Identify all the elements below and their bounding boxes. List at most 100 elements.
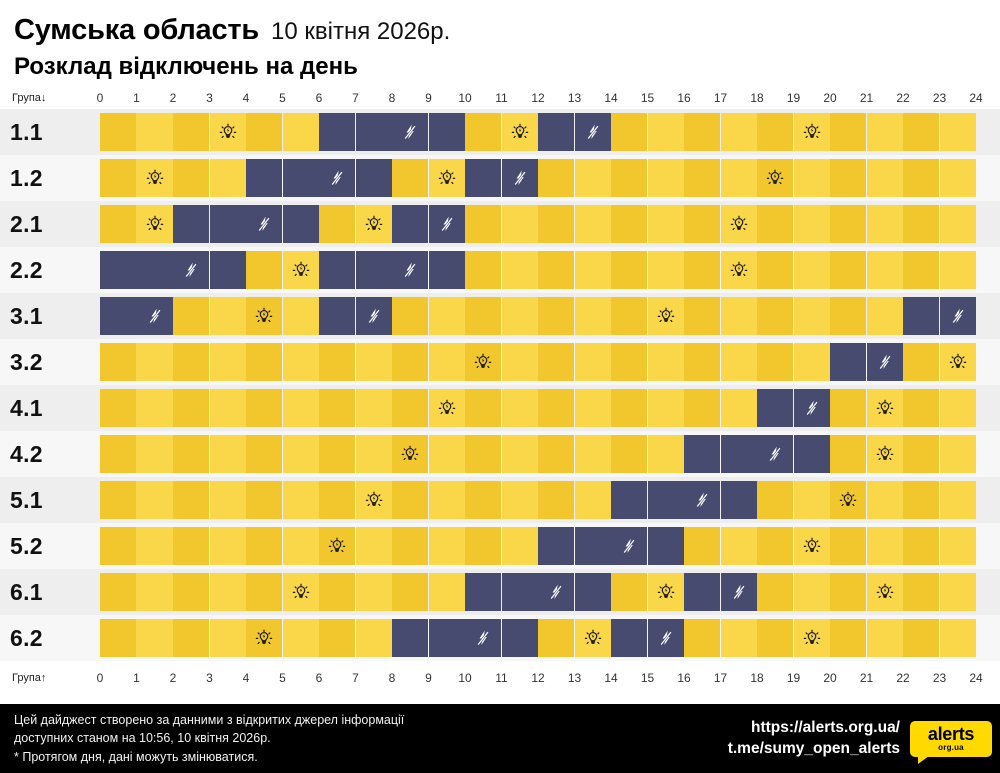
axis-bottom: Група↑ 0 1 2 3 4 5 6 7 8 9 10 11 12 13 14 15 16 17 18 19 20 2… bbox=[0, 669, 1000, 689]
hour-cell-on bbox=[720, 251, 757, 289]
group-timeline-3.1[interactable] bbox=[100, 297, 976, 335]
hour-cell-on bbox=[866, 113, 903, 151]
hour-cell-on bbox=[245, 527, 283, 565]
hour-cell-on bbox=[683, 619, 721, 657]
hour-cell-off bbox=[136, 297, 173, 335]
group-timeline-6.1[interactable] bbox=[100, 573, 976, 611]
hour-cell-on bbox=[793, 481, 830, 519]
hour-cell-on bbox=[683, 251, 721, 289]
hour-cell-on bbox=[282, 389, 319, 427]
hour-cell-on bbox=[136, 113, 173, 151]
hour-cell-on bbox=[391, 389, 429, 427]
hour-cell-off bbox=[319, 159, 356, 197]
group-timeline-2.2[interactable] bbox=[100, 251, 976, 289]
group-timeline-2.1[interactable] bbox=[100, 205, 976, 243]
disclaimer-line: Цей дайджест створено за данними з відкр… bbox=[14, 713, 405, 728]
hour-cell-on bbox=[209, 113, 246, 151]
hour-cell-off bbox=[720, 435, 757, 473]
hour-cell-on bbox=[757, 481, 794, 519]
hour-cell-on bbox=[757, 205, 794, 243]
axis-tick-20: 20 bbox=[823, 91, 837, 105]
hour-cell-on bbox=[501, 297, 538, 335]
hour-cell-on bbox=[428, 297, 465, 335]
group-timeline-1.1[interactable] bbox=[100, 113, 976, 151]
group-timeline-1.2[interactable] bbox=[100, 159, 976, 197]
footer-link[interactable]: t.me/sumy_open_alerts bbox=[727, 739, 900, 757]
hour-cell-off bbox=[100, 251, 137, 289]
hour-cell-on bbox=[574, 297, 611, 335]
axis-tick-3: 3 bbox=[206, 671, 213, 685]
group-timeline-5.1[interactable] bbox=[100, 481, 976, 519]
axis-tick-4: 4 bbox=[242, 671, 250, 685]
hour-cell-on bbox=[757, 573, 794, 611]
schedule-row: 4.1 bbox=[0, 385, 1000, 431]
axis-tick-2: 2 bbox=[169, 91, 177, 105]
axis-tick-22: 22 bbox=[896, 671, 910, 685]
schedule-row: 1.2 bbox=[0, 155, 1000, 201]
hour-cell-on bbox=[538, 297, 575, 335]
group-timeline-6.2[interactable] bbox=[100, 619, 976, 657]
schedule-row: 5.2 bbox=[0, 523, 1000, 569]
hour-cell-off bbox=[538, 527, 575, 565]
hour-cell-off bbox=[172, 205, 210, 243]
hour-cell-on bbox=[830, 481, 867, 519]
hour-cell-on bbox=[830, 159, 867, 197]
group-timeline-5.2[interactable] bbox=[100, 527, 976, 565]
hour-cell-on bbox=[391, 573, 429, 611]
group-timeline-4.1[interactable] bbox=[100, 389, 976, 427]
hour-cell-on bbox=[355, 573, 392, 611]
schedule-row: 3.2 bbox=[0, 339, 1000, 385]
axis-tick-9: 9 bbox=[425, 671, 432, 685]
hour-cell-on bbox=[465, 297, 502, 335]
disclaimer-line: * Протягом дня, дані можуть змінюватися. bbox=[14, 749, 258, 764]
hour-cell-on bbox=[245, 251, 283, 289]
axis-tick-9: 9 bbox=[425, 91, 432, 105]
hour-cell-on bbox=[939, 343, 976, 381]
hour-cell-off bbox=[574, 113, 611, 151]
hour-cell-off bbox=[538, 573, 575, 611]
hour-cell-on bbox=[939, 527, 976, 565]
disclaimer-line: доступних станом на 10:56, 10 квітня 202… bbox=[14, 731, 271, 746]
group-timeline-3.2[interactable] bbox=[100, 343, 976, 381]
hour-cell-on bbox=[319, 573, 356, 611]
footer-link[interactable]: https://alerts.org.ua/ bbox=[751, 719, 900, 737]
hour-cell-on bbox=[136, 527, 173, 565]
hour-cell-on bbox=[355, 205, 392, 243]
footer-links[interactable]: https://alerts.org.ua/t.me/sumy_open_ale… bbox=[728, 718, 900, 759]
group-timeline-4.2[interactable] bbox=[100, 435, 976, 473]
hour-cell-on bbox=[100, 343, 137, 381]
hour-cell-on bbox=[903, 113, 940, 151]
hour-cell-on bbox=[611, 205, 648, 243]
hour-cell-on bbox=[100, 481, 137, 519]
hour-cell-off bbox=[683, 435, 721, 473]
group-label-1.2: 1.2 bbox=[10, 164, 43, 191]
hour-cell-on bbox=[319, 481, 356, 519]
hour-cell-on bbox=[720, 297, 757, 335]
hour-cell-on bbox=[611, 297, 648, 335]
hour-cell-on bbox=[939, 389, 976, 427]
axis-tick-24: 24 bbox=[969, 91, 983, 105]
hour-cell-on bbox=[538, 343, 575, 381]
axis-tick-7: 7 bbox=[352, 671, 359, 685]
hour-cell-off bbox=[757, 435, 794, 473]
hour-cell-on bbox=[428, 527, 465, 565]
hour-cell-off bbox=[647, 527, 684, 565]
axis-tick-5: 5 bbox=[279, 91, 286, 105]
hour-cell-on bbox=[538, 205, 575, 243]
hour-cell-on bbox=[939, 619, 976, 657]
hour-cell-off bbox=[611, 481, 648, 519]
hour-cell-on bbox=[100, 527, 137, 565]
group-label-1.1: 1.1 bbox=[10, 118, 43, 145]
hour-cell-off bbox=[355, 251, 392, 289]
hour-cell-on bbox=[793, 297, 830, 335]
hour-cell-on bbox=[209, 435, 246, 473]
hour-cell-on bbox=[245, 435, 283, 473]
hour-cell-off bbox=[574, 573, 611, 611]
hour-cell-on bbox=[282, 481, 319, 519]
hour-cell-on bbox=[465, 113, 502, 151]
alerts-logo[interactable]: alerts org.ua bbox=[910, 720, 992, 764]
hour-cell-on bbox=[866, 205, 903, 243]
hour-cell-on bbox=[720, 205, 757, 243]
hour-cell-on bbox=[172, 435, 210, 473]
hour-cell-on bbox=[100, 435, 137, 473]
